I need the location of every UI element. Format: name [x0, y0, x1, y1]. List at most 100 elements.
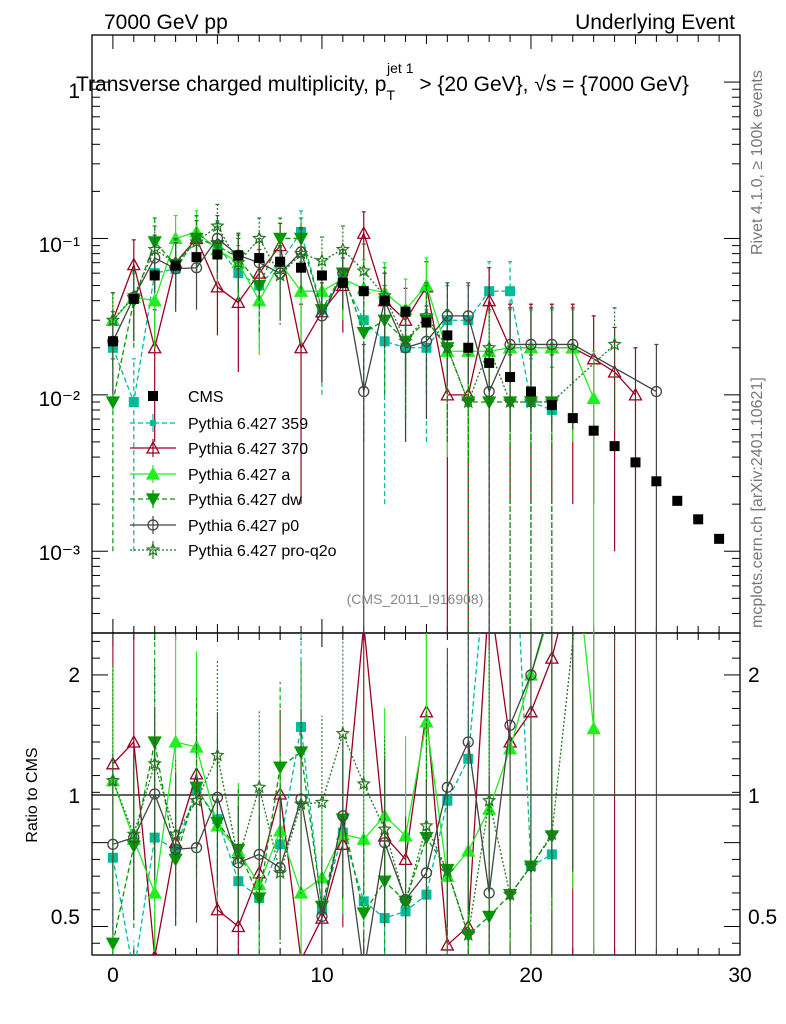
ratio-point-proq2o [461, 927, 476, 941]
data-point-p370 [356, 225, 371, 239]
data-point-p370 [482, 293, 497, 307]
legend-marker-cms [148, 391, 158, 401]
ytick-label-1e-3: 10⁻³ [39, 542, 80, 565]
series-line-p359 [112, 230, 553, 411]
data-point-proq2o [252, 230, 267, 245]
data-point-cms [651, 476, 662, 487]
main-axis-ticks [91, 34, 741, 634]
data-point-cms [567, 413, 578, 424]
ratio-point-proq2o [481, 793, 497, 807]
data-point-p0 [504, 338, 516, 351]
data-point-cms [233, 250, 244, 261]
data-point-cms [379, 295, 390, 306]
data-point-cms [191, 252, 202, 263]
data-point-cms [588, 425, 599, 436]
ratio-line-a [112, 633, 595, 896]
legend-symbol-proq2o [145, 542, 161, 557]
data-point-cms [484, 357, 495, 368]
ratio-point-proq2o [314, 794, 330, 809]
data-point-cms [609, 441, 620, 452]
main-data-layer [105, 203, 725, 633]
data-point-proq2o [335, 241, 351, 256]
ratio-point-proq2o [168, 826, 183, 841]
data-point-cms [672, 495, 683, 506]
ytick-label-1e-2: 10⁻² [39, 388, 80, 411]
ratio-point-p0 [316, 910, 328, 923]
ratio-data-layer [105, 518, 657, 977]
data-point-p0 [525, 338, 537, 351]
xtick-label-0: 0 [107, 964, 119, 987]
data-point-cms [170, 260, 181, 271]
title-rest: > {20 GeV}, √s = {7000 GeV} [413, 73, 688, 96]
legend-symbol-p359 [150, 420, 156, 426]
ratio-point-p0 [462, 736, 474, 748]
data-point-p0 [567, 338, 579, 351]
data-point-cms [463, 342, 474, 353]
xtick-label-20: 20 [519, 964, 542, 987]
data-point-cms [525, 386, 536, 397]
xtick-label-10: 10 [310, 964, 333, 987]
header-left: 7000 GeV pp [104, 11, 228, 34]
ratio-point-a [168, 734, 183, 748]
data-point-p359 [128, 397, 139, 408]
legend-marker-proq2o [130, 541, 176, 559]
data-point-cms [149, 270, 160, 281]
ratio-point-p370 [126, 734, 141, 748]
ratio-line-p0 [112, 633, 544, 955]
series-line-p0 [112, 237, 657, 394]
data-point-proq2o [147, 241, 162, 256]
data-point-p370 [231, 295, 246, 309]
data-point-proq2o [231, 255, 246, 269]
data-point-proq2o [293, 246, 309, 260]
data-point-p370 [147, 340, 162, 354]
series-line-p370 [112, 231, 636, 396]
header-right: Underlying Event [575, 11, 735, 34]
data-point-p0 [546, 338, 558, 351]
legend: CMS Pythia 6.427 359 Pythia 6.427 370 Py… [130, 389, 337, 560]
data-point-cms [693, 514, 704, 525]
ratio-point-proq2o [440, 863, 455, 878]
data-point-cms [714, 533, 725, 544]
legend-marker-p370 [130, 439, 176, 457]
rivet-version-label: Rivet 4.1.0, ≥ 100k events [749, 70, 766, 255]
data-point-cms [275, 256, 286, 267]
ratio-point-a [567, 518, 579, 529]
ratio-point-proq2o [252, 779, 267, 794]
ratio-point-p0 [504, 719, 516, 731]
ratio-point-proq2o [544, 826, 560, 841]
data-point-cms [358, 286, 369, 297]
data-point-a [147, 293, 162, 307]
data-point-cms [337, 277, 348, 288]
ratio-point-p0 [568, 519, 578, 529]
ratio-frame [91, 632, 741, 956]
legend-symbol-dw [145, 493, 161, 507]
ratio-point-p370 [210, 902, 225, 916]
legend-marker-dw [130, 490, 176, 508]
xtick-label-30: 30 [728, 964, 751, 987]
data-point-cms [421, 317, 432, 328]
legend-symbol-p0 [147, 519, 159, 531]
data-point-proq2o [189, 234, 204, 249]
ratio-point-proq2o [293, 796, 309, 811]
ratio-point-p0 [359, 967, 369, 977]
ratio-point-proq2o [210, 747, 225, 762]
ratio-point-p0 [525, 669, 537, 681]
legend-label-proq2o: Pythia 6.427 pro-q2o [188, 543, 337, 560]
legend-marker-p0 [130, 516, 176, 534]
ratio-point-proq2o [126, 826, 141, 841]
ratio-ytick-label-right-1: 1 [748, 785, 760, 808]
legend-label-cms: CMS [188, 389, 224, 406]
data-point-p0 [358, 385, 370, 398]
data-point-proq2o [210, 218, 225, 233]
data-point-cms [630, 457, 641, 468]
data-point-dw [356, 326, 371, 340]
data-point-cms [442, 330, 453, 341]
ratio-point-proq2o [105, 773, 121, 787]
ratio-axis-label: Ratio to CMS [24, 747, 41, 842]
ratio-point-proq2o [147, 756, 162, 770]
ratio-axis-ticks [91, 633, 741, 955]
data-point-p370 [293, 340, 309, 354]
data-point-cms [128, 294, 139, 305]
data-point-dw [105, 396, 120, 410]
data-point-proq2o [105, 312, 121, 327]
